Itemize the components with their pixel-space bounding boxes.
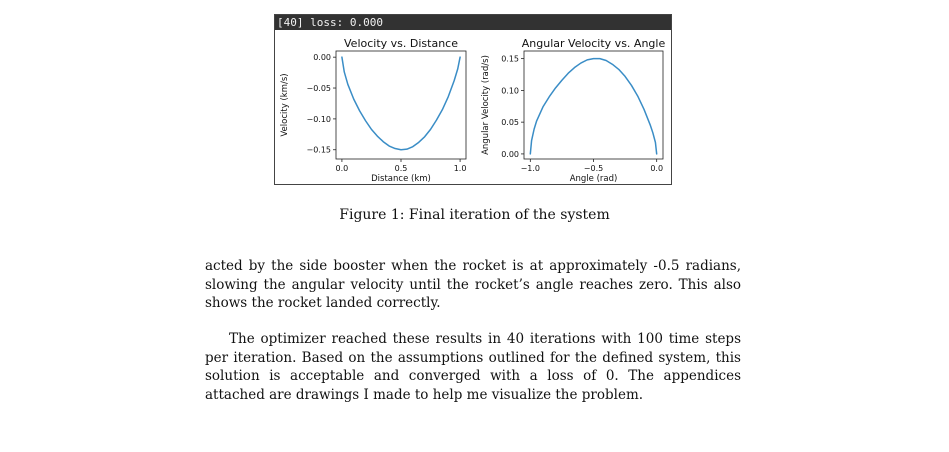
figure-charts: Velocity vs. Distance 0.0 0.5 1.0 0.00 −0.05 −… xyxy=(280,37,666,184)
chart-1-title: Velocity vs. Distance xyxy=(344,37,458,50)
body-paragraph-2: The optimizer reached these results in 4… xyxy=(205,331,741,403)
chart-1-x-tick-label: 0.0 xyxy=(336,164,349,173)
chart-2-x-tick-label: −1.0 xyxy=(521,164,540,173)
chart-2-y-tick-label: 0.10 xyxy=(501,86,519,95)
chart-1-y-tick-label: 0.00 xyxy=(313,53,331,62)
chart-2-title: Angular Velocity vs. Angle xyxy=(522,37,666,50)
chart-1-series-line xyxy=(341,56,461,151)
chart-2-y-tick-label: 0.05 xyxy=(501,118,519,127)
figure-panel: Velocity vs. Distance 0.0 0.5 1.0 0.00 −0.05 −… xyxy=(274,14,672,185)
chart-2-x-tick-label: 0.0 xyxy=(650,164,663,173)
chart-1-y-tick-label: −0.15 xyxy=(306,146,331,155)
chart-2-y-tick-label: 0.00 xyxy=(501,150,519,159)
chart-1-x-axis-label: Distance (km) xyxy=(371,174,431,184)
chart-2-series-line xyxy=(529,57,658,155)
chart-2-x-axis-label: Angle (rad) xyxy=(570,174,618,184)
chart-1-plot-area xyxy=(335,50,467,160)
chart-2-y-tick-label: 0.15 xyxy=(501,55,519,64)
chart-2-x-tick-label: −0.5 xyxy=(584,164,603,173)
chart-1-x-tick-label: 0.5 xyxy=(395,164,408,173)
chart-1-y-axis-label: Velocity (km/s) xyxy=(280,73,290,136)
figure-caption: Figure 1: Final iteration of the system xyxy=(339,207,610,223)
body-paragraph-1: acted by the side booster when the rocke… xyxy=(205,258,741,311)
chart-2-y-axis-label: Angular Velocity (rad/s) xyxy=(481,55,491,155)
chart-1-y-tick-label: −0.10 xyxy=(306,115,331,124)
loss-header: [40] loss: 0.000 xyxy=(275,15,671,30)
chart-1-y-tick-label: −0.05 xyxy=(306,84,331,93)
chart-1-x-tick-label: 1.0 xyxy=(454,164,467,173)
